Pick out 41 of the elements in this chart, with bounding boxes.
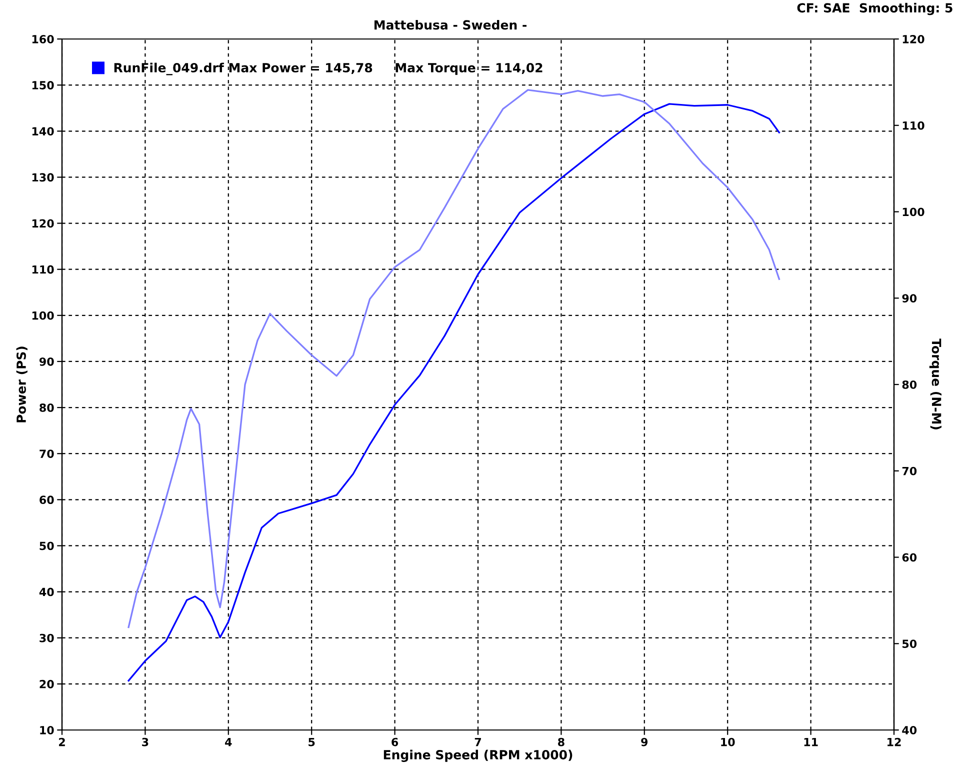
y-tick-label: 60 xyxy=(40,496,54,504)
x-tick-label: 2 xyxy=(59,738,65,746)
y-tick-label: 120 xyxy=(32,219,54,228)
y2-tick-label: 70 xyxy=(902,466,917,476)
x-tick-label: 7 xyxy=(474,738,481,746)
y-tick-label: 150 xyxy=(32,81,54,90)
y2-tick-label: 120 xyxy=(902,34,924,44)
y2-tick-label: 90 xyxy=(902,294,917,303)
y2-tick-label: 110 xyxy=(902,121,924,130)
x-tick-label: 4 xyxy=(225,738,232,746)
y-tick-label: 100 xyxy=(32,311,54,320)
x-tick-label: 12 xyxy=(888,738,901,746)
y-tick-label: 30 xyxy=(40,634,54,642)
y2-tick-label: 50 xyxy=(902,640,917,648)
x-tick-label: 3 xyxy=(142,738,148,746)
y2-tick-label: 60 xyxy=(902,553,917,562)
y-tick-label: 160 xyxy=(32,34,54,44)
y-tick-label: 130 xyxy=(32,173,54,182)
x-tick-label: 10 xyxy=(721,738,735,746)
text: CF: SAE Smoothing: 5 xyxy=(797,2,952,16)
y-axis-title: Power (PS) xyxy=(16,346,28,422)
y2-tick-label: 80 xyxy=(902,380,917,389)
x-tick-label: 8 xyxy=(558,738,564,746)
y-tick-label: 40 xyxy=(39,588,54,596)
y-tick-label: 80 xyxy=(40,404,54,412)
y-tick-label: 70 xyxy=(40,450,54,458)
x-axis-title: Engine Speed (RPM x1000) xyxy=(384,750,572,762)
y-tick-label: 10 xyxy=(40,726,54,734)
x-tick-label: 11 xyxy=(804,738,818,746)
x-tick-label: 9 xyxy=(641,738,648,746)
x-tick-label: 6 xyxy=(392,738,398,746)
y-tick-label: 110 xyxy=(32,265,54,274)
y2-tick-label: 40 xyxy=(902,726,917,734)
x-tick-label: 5 xyxy=(308,738,315,746)
y-tick-label: 140 xyxy=(32,127,54,136)
chart-subtitle: Mattebusa - Sweden - xyxy=(374,20,526,30)
y2-axis-title: Torque (N-M) xyxy=(929,338,942,430)
y-tick-label: 90 xyxy=(39,357,54,366)
y-tick-label: 50 xyxy=(40,542,54,550)
y-tick-label: 20 xyxy=(40,680,54,688)
y2-tick-label: 100 xyxy=(902,208,924,216)
